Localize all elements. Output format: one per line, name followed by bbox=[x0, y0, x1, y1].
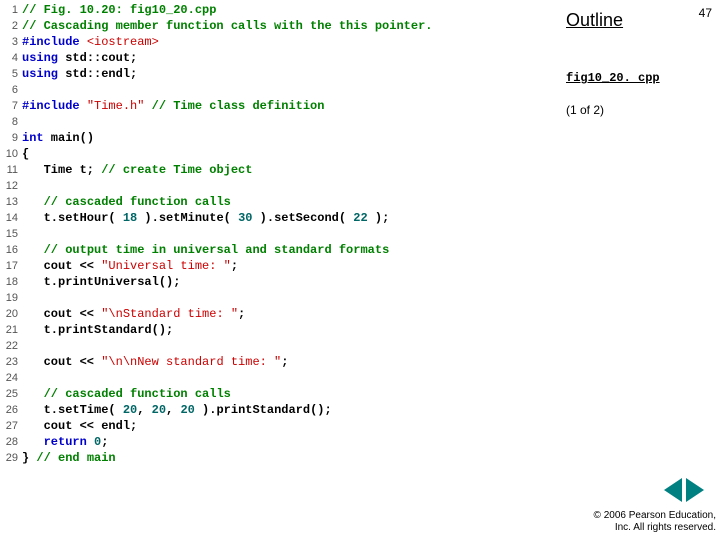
line-number: 29 bbox=[0, 450, 22, 466]
code-line: 24 bbox=[0, 370, 560, 386]
line-number: 27 bbox=[0, 418, 22, 434]
copyright-line2: Inc. All rights reserved. bbox=[615, 522, 716, 533]
line-number: 19 bbox=[0, 290, 22, 306]
code-text: #include <iostream> bbox=[22, 34, 159, 50]
part-label: (1 of 2) bbox=[566, 103, 712, 117]
code-text: // cascaded function calls bbox=[22, 386, 231, 402]
code-text: t.setTime( 20, 20, 20 ).printStandard(); bbox=[22, 402, 332, 418]
code-line: 20 cout << "\nStandard time: "; bbox=[0, 306, 560, 322]
code-line: 21 t.printStandard(); bbox=[0, 322, 560, 338]
code-line: 25 // cascaded function calls bbox=[0, 386, 560, 402]
line-number: 5 bbox=[0, 66, 22, 82]
code-text: #include "Time.h" // Time class definiti… bbox=[22, 98, 324, 114]
code-line: 2// Cascading member function calls with… bbox=[0, 18, 560, 34]
line-number: 18 bbox=[0, 274, 22, 290]
code-line: 5using std::endl; bbox=[0, 66, 560, 82]
code-line: 1// Fig. 10.20: fig10_20.cpp bbox=[0, 2, 560, 18]
code-line: 29} // end main bbox=[0, 450, 560, 466]
line-number: 13 bbox=[0, 194, 22, 210]
code-line: 4using std::cout; bbox=[0, 50, 560, 66]
line-number: 20 bbox=[0, 306, 22, 322]
next-arrow-icon[interactable] bbox=[686, 478, 704, 502]
code-text: cout << "\nStandard time: "; bbox=[22, 306, 245, 322]
code-text: // Cascading member function calls with … bbox=[22, 18, 432, 34]
line-number: 24 bbox=[0, 370, 22, 386]
code-text: } // end main bbox=[22, 450, 116, 466]
code-text: int main() bbox=[22, 130, 94, 146]
code-text: Time t; // create Time object bbox=[22, 162, 252, 178]
code-line: 12 bbox=[0, 178, 560, 194]
code-line: 22 bbox=[0, 338, 560, 354]
line-number: 10 bbox=[0, 146, 22, 162]
code-line: 26 t.setTime( 20, 20, 20 ).printStandard… bbox=[0, 402, 560, 418]
code-text: using std::cout; bbox=[22, 50, 137, 66]
page-number: 47 bbox=[699, 6, 712, 20]
code-line: 16 // output time in universal and stand… bbox=[0, 242, 560, 258]
code-line: 15 bbox=[0, 226, 560, 242]
code-line: 19 bbox=[0, 290, 560, 306]
code-line: 14 t.setHour( 18 ).setMinute( 30 ).setSe… bbox=[0, 210, 560, 226]
copyright: © 2006 Pearson Education, Inc. All right… bbox=[594, 510, 716, 534]
line-number: 12 bbox=[0, 178, 22, 194]
code-line: 3#include <iostream> bbox=[0, 34, 560, 50]
code-line: 18 t.printUniversal(); bbox=[0, 274, 560, 290]
code-text: // cascaded function calls bbox=[22, 194, 231, 210]
line-number: 7 bbox=[0, 98, 22, 114]
line-number: 14 bbox=[0, 210, 22, 226]
code-line: 8 bbox=[0, 114, 560, 130]
line-number: 15 bbox=[0, 226, 22, 242]
code-text: return 0; bbox=[22, 434, 108, 450]
code-text: cout << endl; bbox=[22, 418, 137, 434]
code-text: t.printStandard(); bbox=[22, 322, 173, 338]
code-line: 27 cout << endl; bbox=[0, 418, 560, 434]
code-text: { bbox=[22, 146, 29, 162]
code-text: // output time in universal and standard… bbox=[22, 242, 389, 258]
code-line: 17 cout << "Universal time: "; bbox=[0, 258, 560, 274]
line-number: 9 bbox=[0, 130, 22, 146]
code-line: 23 cout << "\n\nNew standard time: "; bbox=[0, 354, 560, 370]
sidebar: 47 Outline fig10_20. cpp (1 of 2) bbox=[560, 0, 720, 540]
line-number: 16 bbox=[0, 242, 22, 258]
line-number: 11 bbox=[0, 162, 22, 178]
copyright-line1: © 2006 Pearson Education, bbox=[594, 510, 716, 521]
code-text: t.printUniversal(); bbox=[22, 274, 180, 290]
file-label: fig10_20. cpp bbox=[566, 71, 712, 85]
line-number: 6 bbox=[0, 82, 22, 98]
line-number: 4 bbox=[0, 50, 22, 66]
line-number: 23 bbox=[0, 354, 22, 370]
code-text: t.setHour( 18 ).setMinute( 30 ).setSecon… bbox=[22, 210, 389, 226]
code-line: 6 bbox=[0, 82, 560, 98]
code-line: 11 Time t; // create Time object bbox=[0, 162, 560, 178]
code-text: cout << "Universal time: "; bbox=[22, 258, 238, 274]
line-number: 26 bbox=[0, 402, 22, 418]
line-number: 22 bbox=[0, 338, 22, 354]
line-number: 8 bbox=[0, 114, 22, 130]
nav-arrows bbox=[664, 478, 704, 502]
line-number: 25 bbox=[0, 386, 22, 402]
line-number: 3 bbox=[0, 34, 22, 50]
line-number: 1 bbox=[0, 2, 22, 18]
code-text: cout << "\n\nNew standard time: "; bbox=[22, 354, 288, 370]
code-line: 28 return 0; bbox=[0, 434, 560, 450]
prev-arrow-icon[interactable] bbox=[664, 478, 682, 502]
outline-heading: Outline bbox=[566, 10, 712, 31]
line-number: 17 bbox=[0, 258, 22, 274]
code-line: 9int main() bbox=[0, 130, 560, 146]
code-line: 13 // cascaded function calls bbox=[0, 194, 560, 210]
code-line: 10{ bbox=[0, 146, 560, 162]
line-number: 2 bbox=[0, 18, 22, 34]
code-line: 7#include "Time.h" // Time class definit… bbox=[0, 98, 560, 114]
code-text: using std::endl; bbox=[22, 66, 137, 82]
line-number: 28 bbox=[0, 434, 22, 450]
code-text: // Fig. 10.20: fig10_20.cpp bbox=[22, 2, 216, 18]
line-number: 21 bbox=[0, 322, 22, 338]
code-listing: 1// Fig. 10.20: fig10_20.cpp2// Cascadin… bbox=[0, 2, 560, 466]
